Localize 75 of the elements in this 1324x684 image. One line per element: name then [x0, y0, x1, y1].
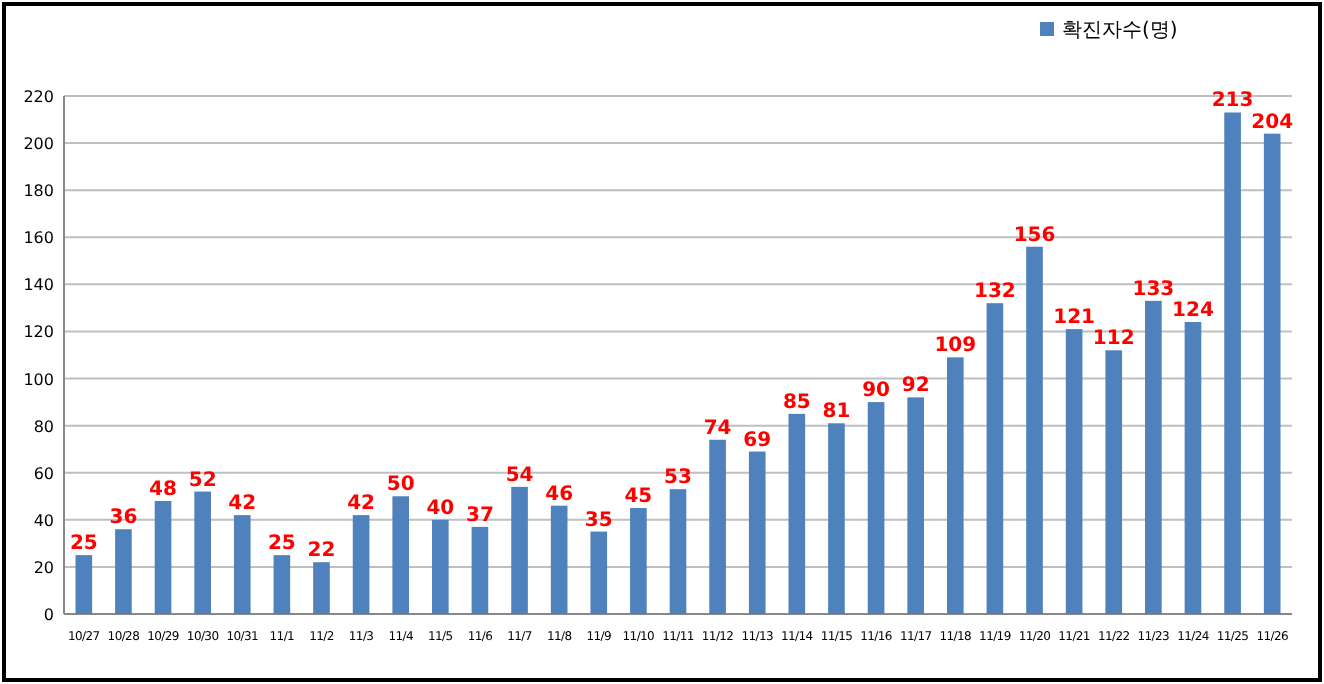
- bar: [1145, 300, 1162, 614]
- data-label: 124: [1172, 300, 1214, 323]
- bar: [709, 439, 726, 614]
- y-tick-label: 160: [23, 229, 54, 248]
- data-label: 50: [386, 474, 415, 497]
- data-label: 35: [584, 509, 613, 532]
- bar: [352, 515, 370, 614]
- data-label: 204: [1251, 111, 1294, 134]
- data-label: 85: [782, 391, 811, 414]
- data-label: 40: [426, 497, 455, 520]
- data-label: 133: [1132, 278, 1175, 301]
- bar: [788, 413, 806, 614]
- data-label: 53: [664, 467, 692, 490]
- y-tick-label: 200: [23, 135, 54, 154]
- bar: [748, 451, 766, 614]
- bar: [590, 531, 608, 614]
- bar: [194, 491, 211, 614]
- bar: [1026, 246, 1043, 614]
- bar: [115, 529, 132, 614]
- bar: [273, 555, 291, 614]
- bar: [154, 500, 172, 614]
- y-tick-label: 40: [33, 511, 54, 530]
- bar: [946, 357, 964, 614]
- bar: [471, 526, 489, 614]
- y-tick-label: 20: [33, 558, 54, 577]
- legend-label: 확진자수(명): [1062, 20, 1178, 42]
- data-label: 46: [545, 483, 574, 506]
- data-label: 37: [466, 504, 494, 527]
- bar: [1224, 112, 1241, 614]
- bar: [233, 515, 251, 614]
- data-label: 25: [267, 533, 296, 556]
- bar: [392, 496, 410, 614]
- bar: [1184, 322, 1202, 614]
- y-tick-label: 100: [23, 370, 54, 389]
- bar: [550, 505, 568, 614]
- data-label: 54: [505, 464, 534, 487]
- data-label: 52: [188, 469, 217, 492]
- data-label: 36: [109, 507, 138, 530]
- bar: [669, 489, 687, 614]
- bar: [432, 519, 449, 614]
- bar: [867, 402, 885, 614]
- y-tick-label: 60: [33, 464, 54, 483]
- y-tick-label: 0: [43, 606, 54, 624]
- y-tick-label: 180: [23, 182, 54, 201]
- data-label: 69: [743, 429, 772, 452]
- y-tick-label: 140: [23, 276, 54, 295]
- data-label: 81: [822, 401, 851, 424]
- data-label: 48: [149, 478, 178, 501]
- data-label: 74: [703, 417, 732, 440]
- bar: [1065, 329, 1083, 614]
- bar: [313, 562, 330, 614]
- bar: [1105, 350, 1123, 614]
- data-label: 112: [1092, 328, 1135, 351]
- data-label: 45: [624, 486, 653, 509]
- data-label: 22: [307, 540, 336, 563]
- bar: [828, 423, 845, 614]
- data-label: 109: [934, 335, 977, 358]
- y-tick-label: 220: [23, 88, 54, 106]
- bar: [986, 303, 1004, 614]
- data-label: 90: [862, 380, 891, 403]
- data-label: 42: [347, 493, 376, 516]
- data-label: 92: [901, 375, 930, 398]
- y-tick-label: 120: [23, 323, 54, 342]
- data-label: 213: [1211, 90, 1254, 113]
- bar: [1263, 133, 1281, 614]
- data-label: 132: [974, 281, 1016, 304]
- bar: [511, 486, 528, 614]
- data-label: 156: [1013, 224, 1056, 247]
- bar: [630, 508, 647, 614]
- data-label: 121: [1053, 307, 1096, 330]
- data-label: 25: [69, 533, 98, 556]
- y-tick-label: 80: [33, 417, 54, 436]
- data-label: 42: [228, 493, 257, 516]
- bar: [75, 555, 93, 614]
- bar: [907, 397, 924, 614]
